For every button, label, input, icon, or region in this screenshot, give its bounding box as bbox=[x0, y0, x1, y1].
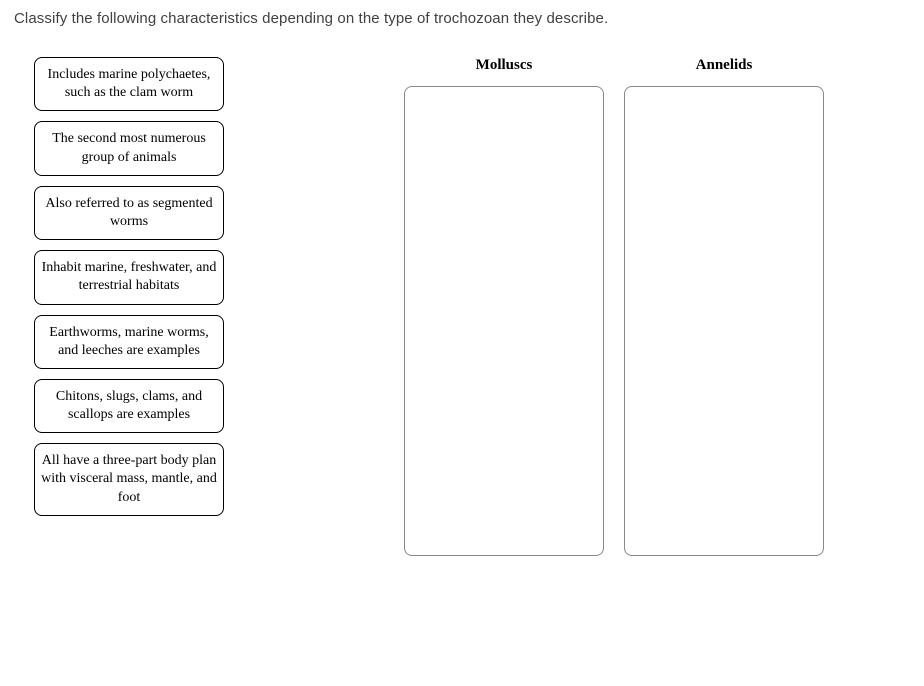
workspace: Includes marine polychaetes, such as the… bbox=[14, 57, 910, 556]
draggable-card[interactable]: Earthworms, marine worms, and leeches ar… bbox=[34, 315, 224, 369]
drop-zone-annelids[interactable] bbox=[624, 86, 824, 556]
draggable-card[interactable]: All have a three-part body plan with vis… bbox=[34, 443, 224, 516]
target-column-annelids: Annelids bbox=[624, 57, 824, 556]
draggable-card[interactable]: The second most numerous group of animal… bbox=[34, 121, 224, 175]
draggable-card[interactable]: Inhabit marine, freshwater, and terrestr… bbox=[34, 250, 224, 304]
draggable-card[interactable]: Also referred to as segmented worms bbox=[34, 186, 224, 240]
draggable-card[interactable]: Chitons, slugs, clams, and scallops are … bbox=[34, 379, 224, 433]
question-prompt: Classify the following characteristics d… bbox=[14, 10, 910, 27]
targets-area: Molluscs Annelids bbox=[404, 57, 824, 556]
target-column-molluscs: Molluscs bbox=[404, 57, 604, 556]
target-header: Molluscs bbox=[476, 57, 533, 74]
draggable-card[interactable]: Includes marine polychaetes, such as the… bbox=[34, 57, 224, 111]
source-column: Includes marine polychaetes, such as the… bbox=[34, 57, 224, 556]
drop-zone-molluscs[interactable] bbox=[404, 86, 604, 556]
target-header: Annelids bbox=[696, 57, 753, 74]
